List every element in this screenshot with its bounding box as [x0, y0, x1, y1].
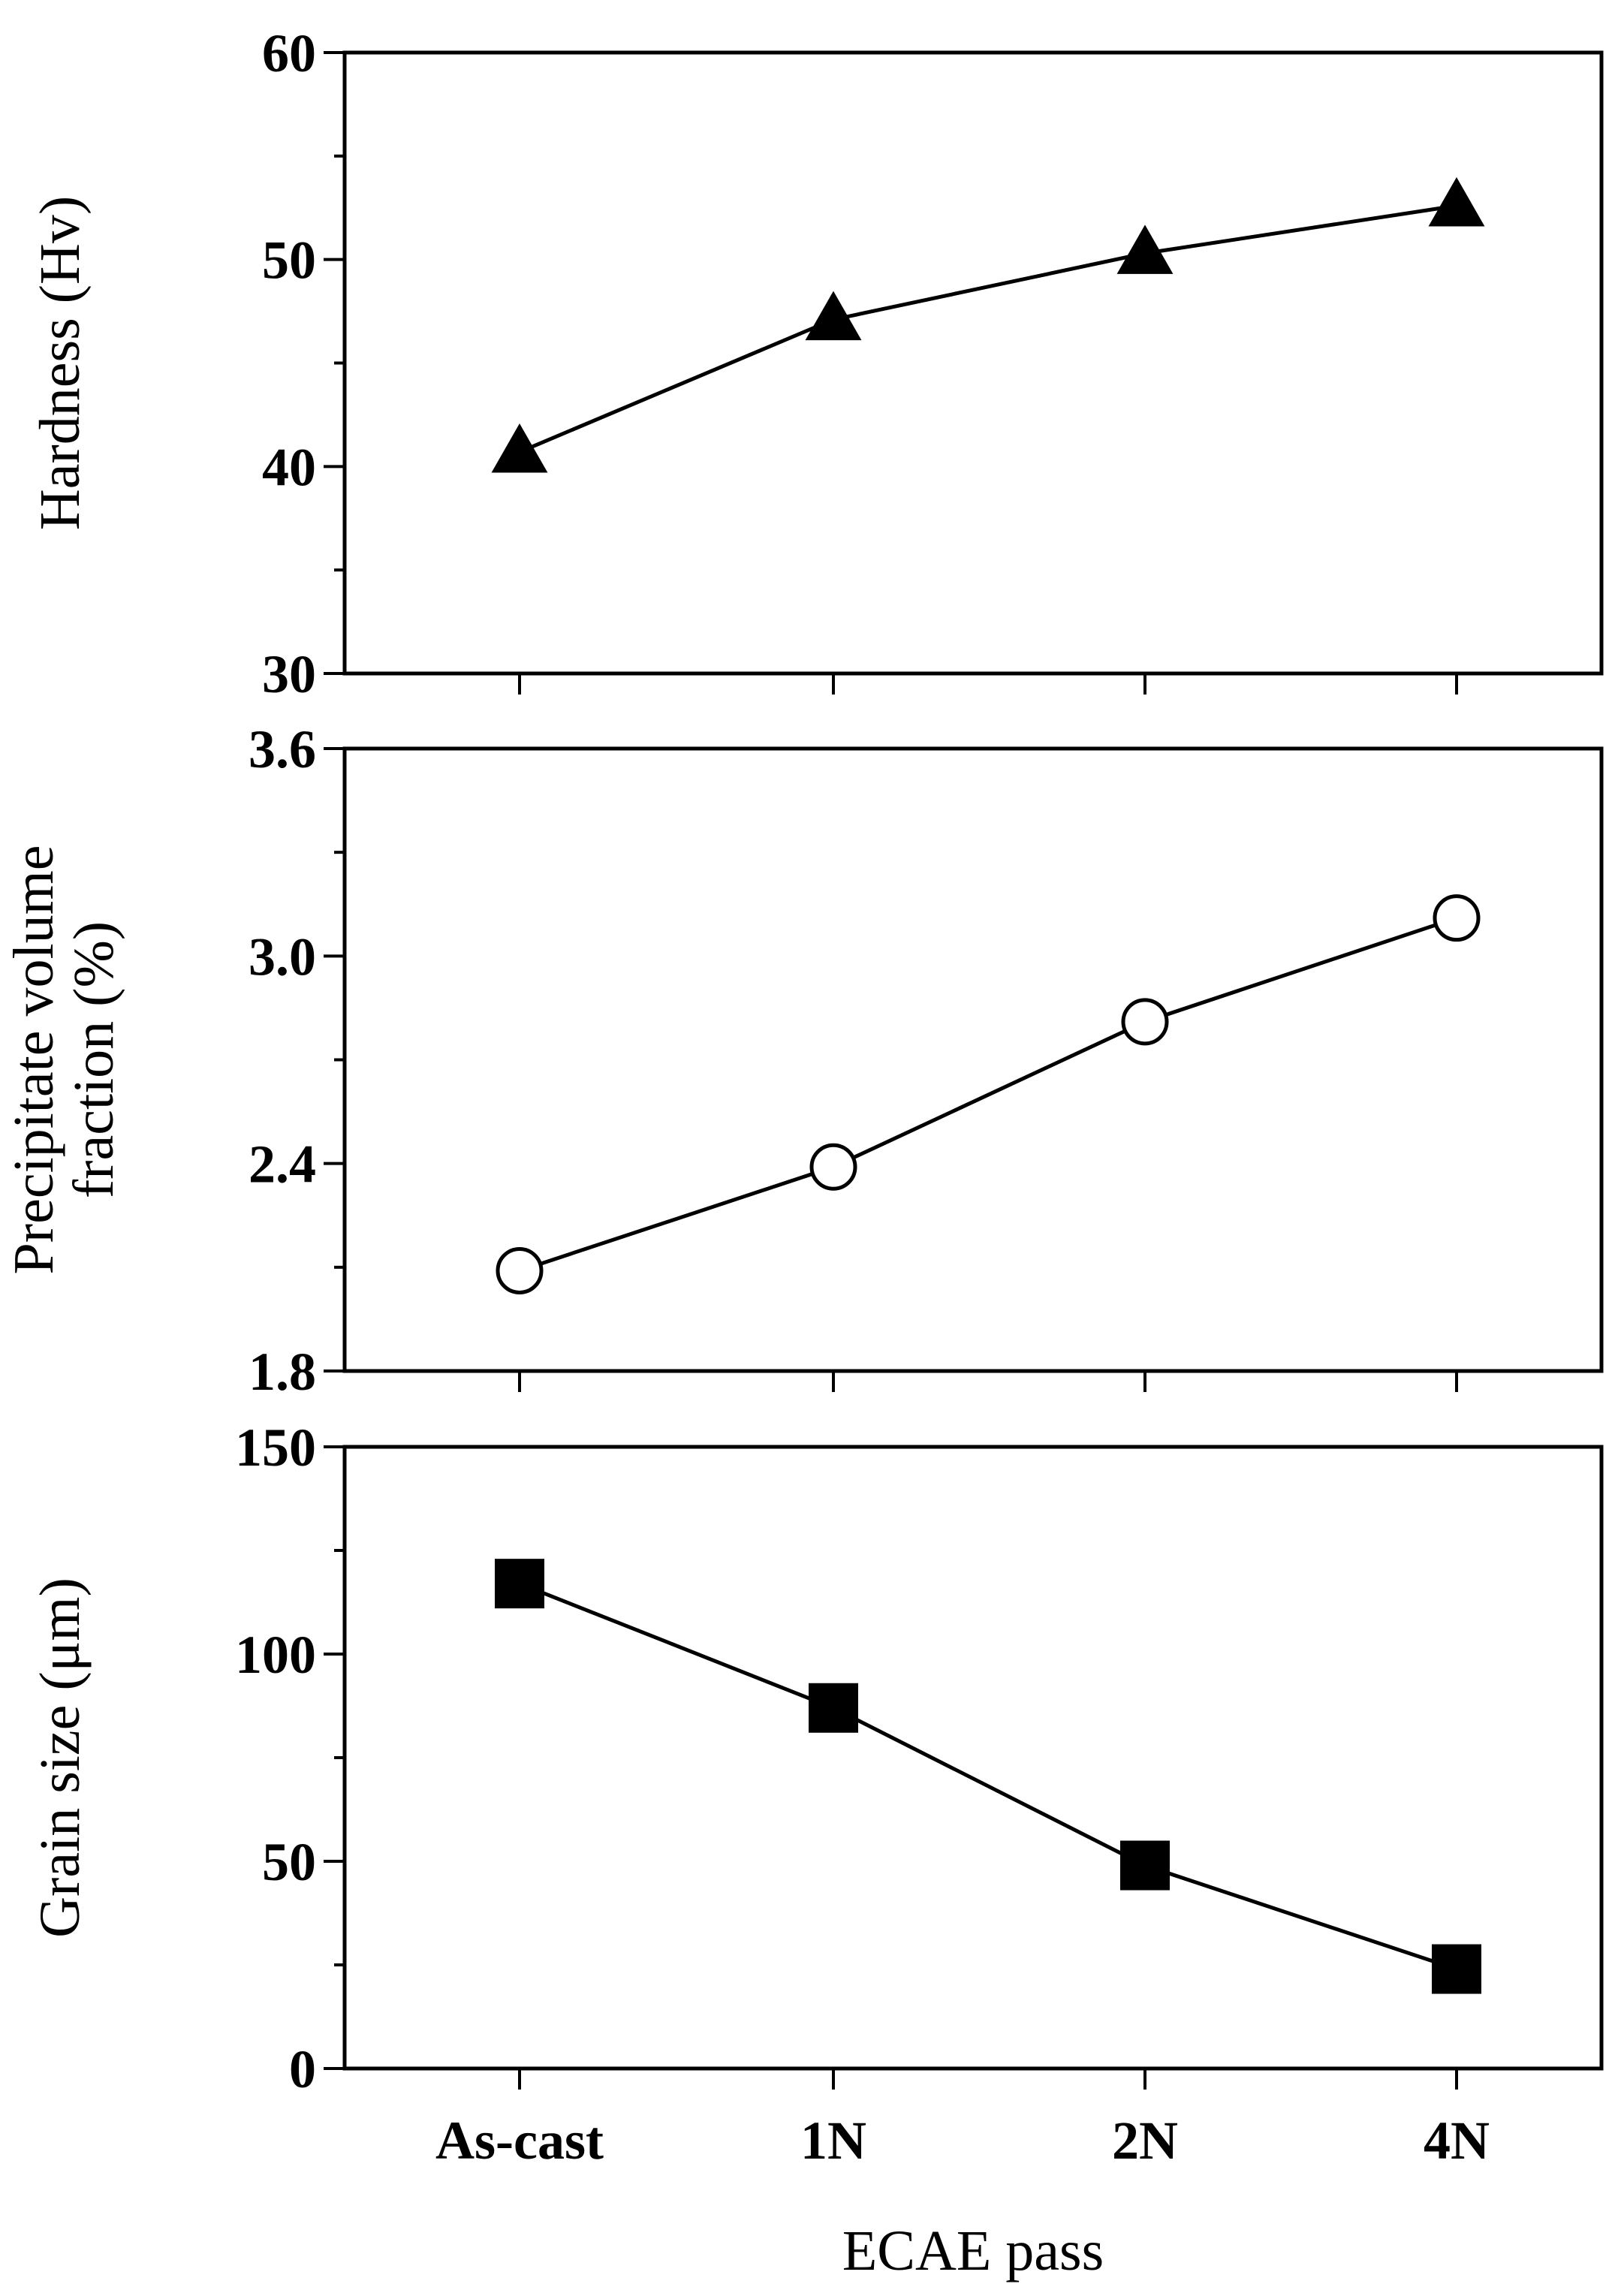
data-point-circle [809, 1143, 857, 1191]
y-tick-label: 50 [262, 231, 316, 291]
x-axis-title: ECAE pass [842, 2219, 1104, 2282]
data-point-triangle [1116, 224, 1174, 274]
y-axis-title-line: Precipitate volume [2, 845, 65, 1275]
data-point-circle [1121, 998, 1169, 1046]
data-point-circle [496, 1246, 544, 1294]
y-tick-label: 3.0 [249, 927, 316, 987]
series-line [519, 1581, 1457, 1971]
grain-size-plot-frame [342, 1445, 1604, 2071]
y-tick-label: 0 [289, 2039, 316, 2099]
y-tick-label: 150 [235, 1418, 316, 1478]
data-point-square [1432, 1944, 1481, 1994]
data-point-square [809, 1683, 858, 1733]
y-tick-label: 100 [235, 1625, 316, 1685]
x-tick-label: 1N [800, 2111, 866, 2171]
series-line [519, 916, 1457, 1273]
data-point-square [495, 1559, 544, 1609]
x-tick-label: 4N [1424, 2111, 1490, 2171]
y-tick-label: 40 [262, 437, 316, 497]
data-point-triangle [1428, 176, 1485, 227]
y-tick-label: 30 [262, 644, 316, 704]
series-line [519, 203, 1457, 454]
y-tick-label: 50 [262, 1832, 316, 1892]
x-tick-label: As-cast [435, 2111, 604, 2171]
data-point-triangle [491, 423, 548, 473]
hardness-panel: 30 40 50 60 Hardness (Hv) [29, 23, 1604, 704]
y-axis-title-line: fraction (%) [62, 921, 125, 1198]
y-tick-label: 1.8 [249, 1342, 316, 1402]
data-point-triangle [805, 291, 862, 341]
grain-size-panel: 0 50 100 150 Grain size (μm) As-cast 1N 2N 4N ECA… [29, 1418, 1604, 2282]
y-axis-title: Hardness (Hv) [29, 196, 92, 530]
hardness-plot-frame [342, 50, 1604, 676]
y-axis-title: Grain size (μm) [29, 1577, 92, 1938]
x-tick-label: 2N [1112, 2111, 1178, 2171]
data-point-square [1120, 1840, 1170, 1891]
y-tick-label: 60 [262, 23, 316, 83]
y-tick-label: 2.4 [249, 1134, 316, 1195]
data-point-circle [1433, 894, 1481, 942]
y-tick-label: 3.6 [249, 719, 316, 779]
